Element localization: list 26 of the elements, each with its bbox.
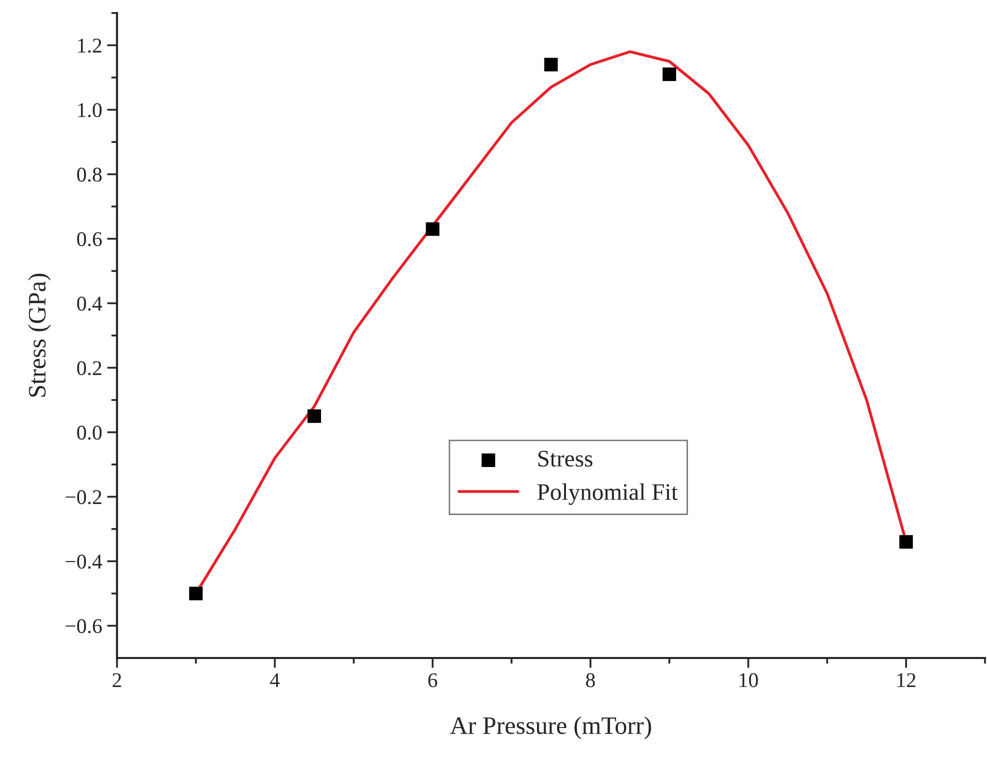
- point: [308, 409, 322, 423]
- legend-label: Stress: [538, 450, 592, 467]
- y-tick-label: 0.4: [77, 296, 102, 311]
- y-tick-label: 1.2: [78, 38, 102, 53]
- point: [662, 68, 676, 82]
- point: [899, 535, 913, 549]
- y-tick-label: −0.2: [66, 490, 102, 504]
- y-tick-label: 0.2: [77, 361, 102, 376]
- y-tick-label: 1.0: [78, 103, 102, 118]
- legend-label: Polynomial Fit: [537, 483, 678, 505]
- y-tick-label: −0.6: [66, 619, 102, 634]
- y-tick-label: 0.0: [77, 426, 102, 440]
- x-tick-label: 12: [898, 673, 916, 688]
- x-tick-label: 10: [740, 673, 758, 688]
- x-tick-label: 4: [270, 673, 280, 688]
- y-axis-title: Stress (GPa): [28, 274, 51, 397]
- y-tick-label: 0.8: [77, 168, 102, 182]
- y-tick-label: −0.4: [66, 554, 102, 569]
- x-tick-label: 6: [428, 673, 438, 688]
- x-axis-title: Ar Pressure (mTorr): [450, 716, 652, 740]
- point: [544, 58, 558, 72]
- point: [426, 222, 440, 236]
- point: [189, 586, 203, 600]
- x-tick-label: 8: [586, 673, 595, 688]
- x-tick-label: 2: [112, 673, 122, 688]
- y-tick-label: 0.6: [77, 232, 102, 246]
